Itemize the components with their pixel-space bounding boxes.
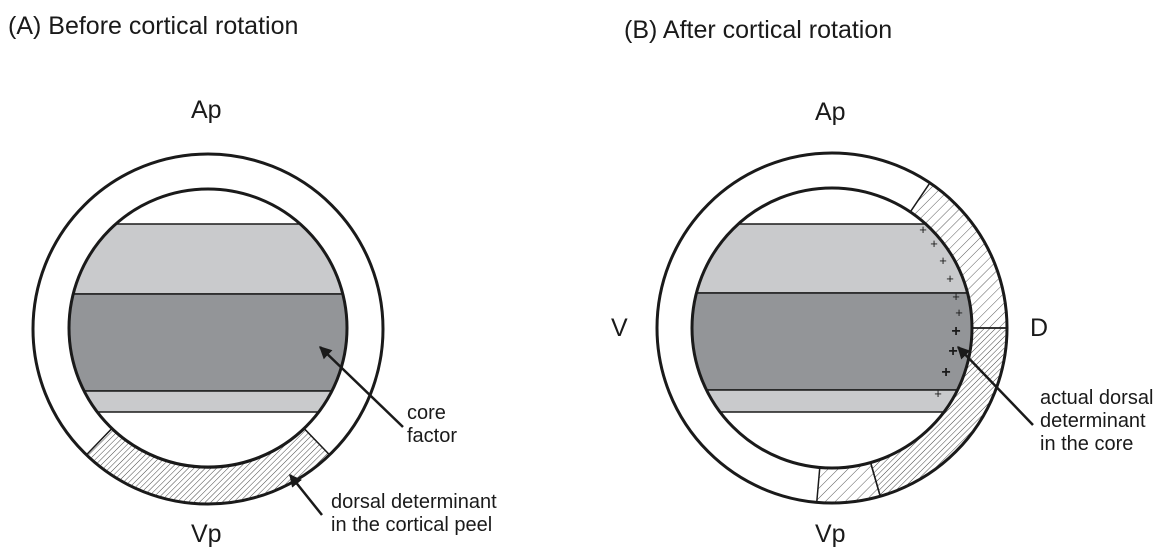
panel-a-title: (A) Before cortical rotation	[8, 12, 299, 40]
panel-a-egg	[31, 152, 404, 516]
dark-band-core	[69, 293, 347, 392]
dark-band-core	[692, 292, 972, 391]
plus-marker: +	[941, 364, 950, 381]
dorsal-determinant-peel-label: dorsal determinant in the cortical peel	[331, 491, 497, 537]
actual-dorsal-determinant-label: actual dorsal determinant in the core	[1040, 387, 1153, 456]
plus-marker: +	[939, 253, 947, 268]
inner-circle	[67, 187, 349, 469]
panel-b-vegetal-pole-label: Vp	[815, 520, 846, 548]
label-line: determinant	[1040, 410, 1146, 432]
dorsal-determinant-arrow	[289, 474, 323, 516]
light-band-bottom	[692, 389, 972, 413]
panel-a-vegetal-pole-label: Vp	[191, 520, 222, 548]
plus-marker: +	[946, 271, 954, 286]
panel-a-animal-pole-label: Ap	[191, 96, 222, 124]
core-factor-arrow	[319, 346, 404, 428]
plus-marker: +	[919, 222, 927, 237]
actual-dorsal-determinant-arrow	[957, 346, 1034, 426]
plus-marker: +	[948, 343, 957, 360]
core-factor-label: core factor	[407, 402, 457, 448]
panel-b-egg: ++++++++++	[655, 151, 1034, 505]
label-line: in the core	[1040, 433, 1134, 455]
plus-marker: +	[934, 386, 942, 401]
plus-marker: +	[952, 289, 960, 304]
panel-b-animal-pole-label: Ap	[815, 98, 846, 126]
panel-b-title: (B) After cortical rotation	[624, 16, 893, 44]
label-line: actual dorsal	[1040, 387, 1154, 409]
label-line: in the cortical peel	[331, 514, 493, 536]
label-line: factor	[407, 425, 458, 447]
dorsal-determinant-markers: ++++++++++	[919, 222, 963, 401]
label-line: core	[407, 402, 446, 424]
plus-marker: +	[951, 323, 960, 340]
panel-b-dorsal-label: D	[1030, 314, 1049, 342]
plus-marker: +	[930, 236, 938, 251]
light-band-bottom	[69, 390, 347, 413]
plus-marker: +	[955, 305, 963, 320]
light-band-top	[692, 223, 972, 294]
label-line: dorsal determinant	[331, 491, 497, 513]
inner-circle	[690, 186, 974, 470]
panel-b-ventral-label: V	[611, 314, 628, 342]
